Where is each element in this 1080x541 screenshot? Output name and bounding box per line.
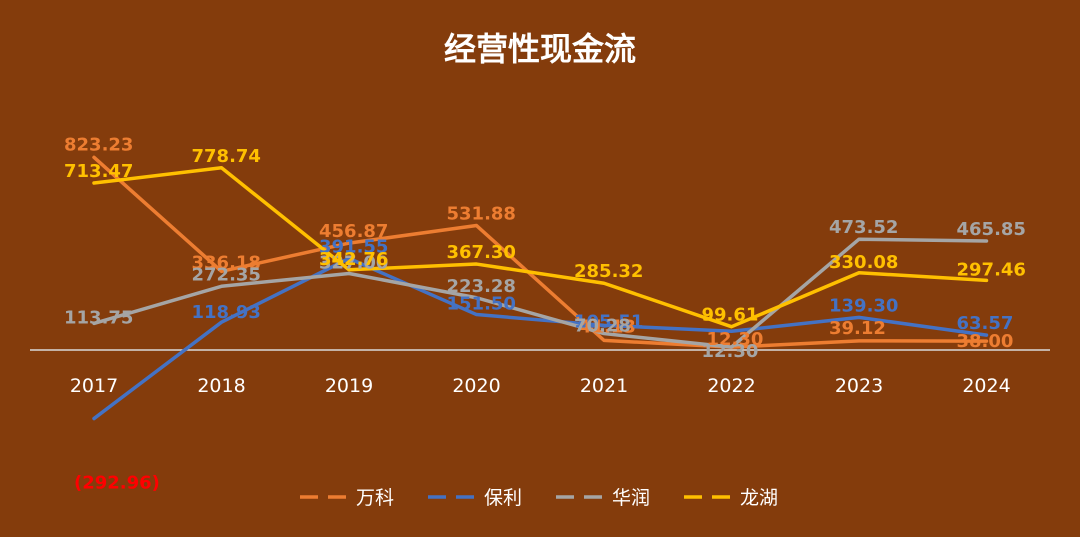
series-line-1	[92, 256, 989, 421]
x-tick-label: 2018	[197, 375, 245, 397]
data-label: 531.88	[447, 204, 516, 225]
data-label: 151.50	[447, 294, 516, 315]
legend-label: 保利	[484, 487, 522, 509]
data-label: 297.46	[957, 259, 1026, 280]
x-tick-label: 2023	[835, 375, 883, 397]
data-label: (292.96)	[74, 473, 160, 494]
data-label: 63.57	[957, 313, 1014, 334]
x-tick-label: 2024	[962, 375, 1010, 397]
x-tick-label: 2021	[580, 375, 628, 397]
data-label: 465.85	[957, 219, 1026, 240]
data-label: 12.30	[707, 329, 764, 350]
series-layer	[92, 155, 989, 421]
data-label: 456.87	[319, 221, 388, 242]
data-label: 336.18	[192, 252, 261, 273]
data-label: 223.28	[447, 276, 516, 297]
data-label: 39.12	[829, 318, 886, 339]
data-label: 272.35	[192, 264, 261, 285]
data-label: 105.51	[574, 311, 643, 332]
chart-title: 经营性现金流	[444, 30, 636, 68]
data-label: 41.13	[579, 316, 636, 337]
legend-label: 万科	[356, 487, 394, 509]
data-label-layer: 823.23 336.18 456.87 531.88 41.13 12.30 39.12 3…	[64, 134, 1026, 493]
data-label: 330.08	[829, 252, 898, 273]
x-tick-label: 2017	[70, 375, 118, 397]
data-label: 342.76	[319, 249, 388, 270]
data-label: 12.30	[702, 341, 759, 362]
x-tick-label: 2022	[707, 375, 755, 397]
data-label: 70.28	[574, 316, 631, 337]
legend-label: 龙湖	[740, 487, 778, 509]
data-label: 118.93	[192, 302, 261, 323]
series-line-0	[92, 155, 989, 349]
legend: 万科 保利 华润 龙湖	[300, 487, 778, 509]
series-line-3	[92, 166, 989, 329]
data-label: 327.00	[319, 252, 388, 273]
data-label: 713.47	[64, 161, 133, 182]
legend-label: 华润	[612, 487, 650, 509]
x-tick-label: 2020	[452, 375, 500, 397]
axis-layer: 2017 2018 2019 2020 2021 2022 2023 2024	[30, 349, 1050, 397]
data-label: 823.23	[64, 134, 133, 155]
data-label: 367.30	[447, 242, 516, 263]
x-tick-label: 2019	[325, 375, 373, 397]
series-line-2	[92, 237, 989, 349]
data-label: 113.75	[64, 307, 133, 328]
data-label: 473.52	[829, 217, 898, 238]
data-label: 99.61	[702, 305, 759, 326]
data-label: 139.30	[829, 295, 898, 316]
data-label: 285.32	[574, 261, 643, 282]
data-label: 391.55	[319, 236, 388, 257]
data-label: 38.00	[957, 331, 1014, 352]
data-label: 778.74	[192, 146, 261, 167]
